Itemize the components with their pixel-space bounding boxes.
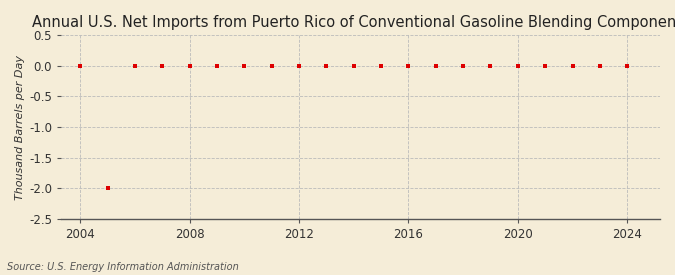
Y-axis label: Thousand Barrels per Day: Thousand Barrels per Day xyxy=(15,54,25,200)
Text: Source: U.S. Energy Information Administration: Source: U.S. Energy Information Administ… xyxy=(7,262,238,272)
Title: Annual U.S. Net Imports from Puerto Rico of Conventional Gasoline Blending Compo: Annual U.S. Net Imports from Puerto Rico… xyxy=(32,15,675,30)
